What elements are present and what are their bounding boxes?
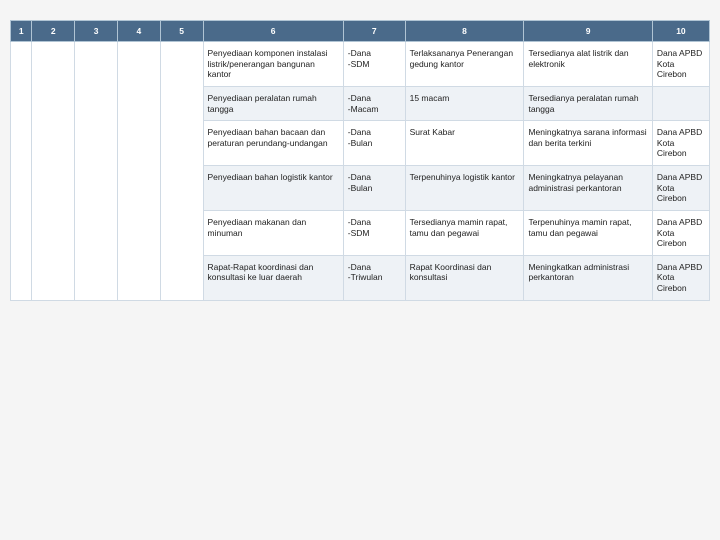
cell-c8: Terlaksananya Penerangan gedung kantor — [405, 42, 524, 87]
cell-c6: Penyediaan makanan dan minuman — [203, 210, 343, 255]
cell-c10: Dana APBD Kota Cirebon — [652, 210, 709, 255]
cell-c9: Meningkatnya pelayanan administrasi perk… — [524, 166, 652, 211]
cell-c10 — [652, 86, 709, 120]
col-header-2: 2 — [32, 21, 75, 42]
cell-c10: Dana APBD Kota Cirebon — [652, 255, 709, 300]
cell-c8: Surat Kabar — [405, 121, 524, 166]
col-header-6: 6 — [203, 21, 343, 42]
cell-c8: Rapat Koordinasi dan konsultasi — [405, 255, 524, 300]
col-header-3: 3 — [75, 21, 118, 42]
cell-c10: Dana APBD Kota Cirebon — [652, 166, 709, 211]
cell-c10: Dana APBD Kota Cirebon — [652, 42, 709, 87]
cell-c8: Tersedianya mamin rapat, tamu dan pegawa… — [405, 210, 524, 255]
col-header-8: 8 — [405, 21, 524, 42]
header-row: 1 2 3 4 5 6 7 8 9 10 — [11, 21, 710, 42]
empty-col-5 — [160, 42, 203, 301]
col-header-5: 5 — [160, 21, 203, 42]
col-header-4: 4 — [117, 21, 160, 42]
cell-c9: Tersedianya peralatan rumah tangga — [524, 86, 652, 120]
empty-col-3 — [75, 42, 118, 301]
cell-c7: -Dana-Macam — [343, 86, 405, 120]
cell-c7: -Dana-SDM — [343, 210, 405, 255]
cell-c7: -Dana-Triwulan — [343, 255, 405, 300]
table-wrapper: 1 2 3 4 5 6 7 8 9 10 Penyediaan komponen… — [0, 0, 720, 311]
table-body: Penyediaan komponen instalasi listrik/pe… — [11, 42, 710, 301]
col-header-9: 9 — [524, 21, 652, 42]
cell-c6: Penyediaan bahan bacaan dan peraturan pe… — [203, 121, 343, 166]
cell-c9: Meningkatnya sarana informasi dan berita… — [524, 121, 652, 166]
cell-c6: Penyediaan bahan logistik kantor — [203, 166, 343, 211]
cell-c8: 15 macam — [405, 86, 524, 120]
col-header-10: 10 — [652, 21, 709, 42]
empty-col-2 — [32, 42, 75, 301]
cell-c9: Meningkatkan administrasi perkantoran — [524, 255, 652, 300]
col-header-7: 7 — [343, 21, 405, 42]
col-header-1: 1 — [11, 21, 32, 42]
cell-c10: Dana APBD Kota Cirebon — [652, 121, 709, 166]
empty-col-4 — [117, 42, 160, 301]
cell-c7: -Dana-Bulan — [343, 166, 405, 211]
data-table: 1 2 3 4 5 6 7 8 9 10 Penyediaan komponen… — [10, 20, 710, 301]
cell-c7: -Dana-SDM — [343, 42, 405, 87]
cell-c9: Tersedianya alat listrik dan elektronik — [524, 42, 652, 87]
table-row: Penyediaan komponen instalasi listrik/pe… — [11, 42, 710, 87]
cell-c7: -Dana-Bulan — [343, 121, 405, 166]
cell-c6: Penyediaan komponen instalasi listrik/pe… — [203, 42, 343, 87]
cell-c6: Rapat-Rapat koordinasi dan konsultasi ke… — [203, 255, 343, 300]
cell-c6: Penyediaan peralatan rumah tangga — [203, 86, 343, 120]
cell-c9: Terpenuhinya mamin rapat, tamu dan pegaw… — [524, 210, 652, 255]
empty-col-1 — [11, 42, 32, 301]
cell-c8: Terpenuhinya logistik kantor — [405, 166, 524, 211]
